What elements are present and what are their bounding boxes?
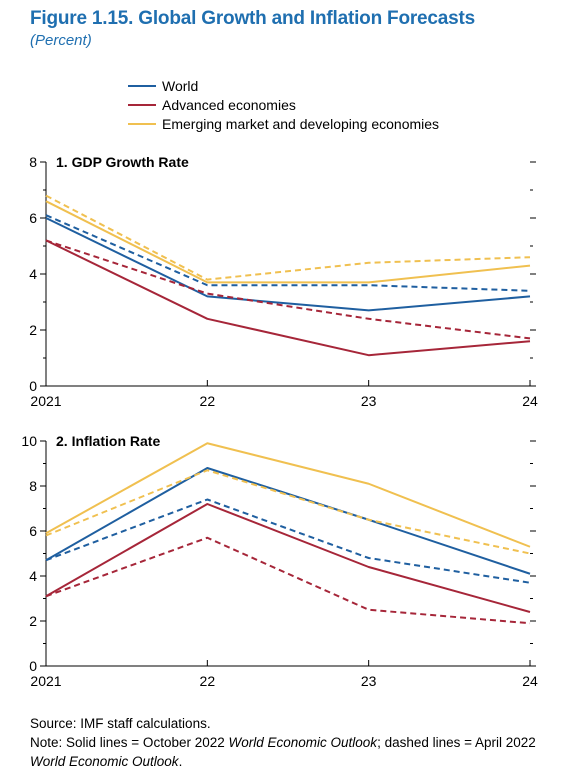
legend-item-advanced: Advanced economies [128,95,439,114]
panel1-x-tick-label: 2021 [30,393,61,409]
legend-label-world: World [162,77,199,94]
panel2-series-advanced-economies-solid [45,503,531,613]
panel2-y-tick-label: 8 [29,478,37,494]
legend: World Advanced economies Emerging market… [128,76,439,133]
note-suffix: . [178,754,183,769]
panel2-y-tick-label: 4 [29,568,37,584]
legend-label-emerging: Emerging market and developing economies [162,115,440,132]
panel1-y-tick-label: 6 [29,210,37,226]
panel2-series-world-dashed [45,498,531,584]
panel2-series-advanced-economies-dashed [45,536,531,625]
panel2-series-world-solid [45,467,531,575]
panel2-x-tick-label: 24 [522,673,538,689]
panel1-series-emerging-market-and-developing-economies-solid [45,200,531,284]
panel1-series-emerging-market-and-developing-economies-dashed [45,194,531,281]
legend-swatch-world [128,84,156,87]
legend-item-emerging: Emerging market and developing economies [128,114,439,133]
panel2-y-tick-label: 2 [29,613,37,629]
legend-item-world: World [128,76,439,95]
panel2-series-emerging-market-and-developing-economies-solid [45,442,531,548]
panel1-series-world-solid [45,217,531,312]
panel2-x-tick-label: 22 [200,673,216,689]
panel1-y-tick-label: 8 [29,154,37,170]
panel2-x-tick-label: 23 [361,673,377,689]
legend-swatch-advanced [128,103,156,106]
figure-subtitle: (Percent) [30,32,92,49]
panel1-x-tick-label: 24 [522,393,538,409]
figure-title: Figure 1.15. Global Growth and Inflation… [30,8,476,29]
note-middle: ; dashed lines = April 2022 [377,735,536,750]
panel1-x-tick-label: 22 [200,393,216,409]
panel2-y-tick-label: 0 [29,658,37,674]
panel2-series-emerging-market-and-developing-economies-dashed [45,469,531,555]
note-text: Note: Solid lines = October 2022 World E… [30,733,550,771]
legend-label-advanced: Advanced economies [162,96,296,113]
footer: Source: IMF staff calculations. Note: So… [30,714,550,771]
panel1-y-tick-label: 2 [29,322,37,338]
panel1-y-tick-label: 0 [29,378,37,394]
note-weo-april: World Economic Outlook [30,754,179,769]
panel2-y-tick-label: 6 [29,523,37,539]
panel1-series-advanced-economies-dashed [45,239,531,340]
source-note: Source: IMF staff calculations. [30,716,211,731]
panel1-title: 1. GDP Growth Rate [56,154,189,170]
panel1-series-advanced-economies-solid [45,239,531,357]
legend-swatch-emerging [128,122,156,125]
panel2-x-tick-label: 2021 [30,673,61,689]
panel1-x-tick-label: 23 [361,393,377,409]
panel2-y-tick-label: 10 [21,433,37,449]
panel1-y-tick-label: 4 [29,266,37,282]
panel2-title: 2. Inflation Rate [56,433,160,449]
note-prefix: Note: Solid lines = October 2022 [30,735,229,750]
note-weo-october: World Economic Outlook [228,735,378,750]
